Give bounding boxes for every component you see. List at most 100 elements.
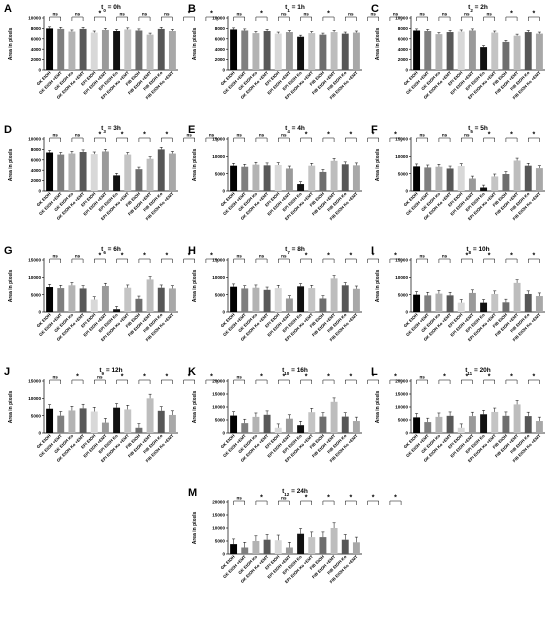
significance-label: * xyxy=(349,253,352,260)
significance-bracket xyxy=(183,258,195,263)
y-tick-label: 0 xyxy=(222,431,225,436)
bar xyxy=(491,293,499,312)
significance-bracket xyxy=(138,16,151,21)
bar xyxy=(101,286,109,312)
bar xyxy=(252,541,260,554)
significance-bracket xyxy=(389,500,402,505)
significance-label: * xyxy=(465,374,468,381)
bar xyxy=(457,302,465,312)
y-tick-label: 5000 xyxy=(31,413,42,418)
chart-title: t3 = 3h xyxy=(101,125,121,134)
bar xyxy=(241,30,249,70)
significance-bracket xyxy=(161,379,173,384)
bar xyxy=(263,289,271,312)
significance-bracket xyxy=(322,137,335,142)
significance-bracket xyxy=(345,379,357,384)
significance-bracket xyxy=(116,379,128,384)
significance-label: * xyxy=(210,374,213,381)
y-tick-label: 2000 xyxy=(31,57,42,62)
bar xyxy=(285,168,293,191)
significance-label: * xyxy=(349,374,352,381)
bar xyxy=(135,30,143,70)
significance-bracket xyxy=(183,16,195,21)
bar xyxy=(330,528,338,554)
bar xyxy=(413,417,421,433)
significance-label: * xyxy=(305,374,308,381)
significance-bracket xyxy=(367,258,379,263)
significance-bracket xyxy=(389,258,402,263)
panel-letter: K xyxy=(188,366,196,378)
significance-label: ns xyxy=(142,12,148,17)
panel-letter: H xyxy=(188,245,196,257)
significance-label: ns xyxy=(52,133,58,138)
bar xyxy=(241,166,249,191)
significance-bracket xyxy=(528,16,540,21)
significance-label: ns xyxy=(75,254,81,259)
bar xyxy=(57,154,65,191)
panel-letter: E xyxy=(188,124,195,136)
significance-bracket xyxy=(233,16,245,21)
y-tick-label: 5000 xyxy=(398,418,409,423)
y-tick-label: 10000 xyxy=(395,405,408,410)
significance-bracket xyxy=(233,137,245,142)
significance-label: * xyxy=(532,132,535,139)
bar xyxy=(319,298,327,312)
bar xyxy=(285,298,293,312)
significance-bracket xyxy=(49,137,61,142)
chart-title: t12 = 24h xyxy=(282,488,308,497)
significance-label: ns xyxy=(281,254,287,259)
bar xyxy=(79,152,87,191)
y-tick-label: 2000 xyxy=(215,57,226,62)
significance-bracket xyxy=(461,16,473,21)
bar xyxy=(446,32,454,70)
significance-bracket xyxy=(278,16,290,21)
significance-bracket xyxy=(300,137,312,142)
significance-label: ns xyxy=(464,12,470,17)
significance-label: * xyxy=(98,253,101,260)
significance-label: ns xyxy=(442,133,448,138)
significance-bracket xyxy=(205,16,218,21)
y-tick-label: 10000 xyxy=(28,137,41,142)
bar xyxy=(157,410,165,433)
significance-label: ns xyxy=(52,12,58,17)
significance-bracket xyxy=(438,137,451,142)
significance-label: * xyxy=(121,132,124,139)
bar xyxy=(297,184,305,191)
significance-bracket xyxy=(233,258,245,263)
bar xyxy=(513,404,521,433)
bar xyxy=(146,398,154,433)
significance-label: * xyxy=(327,11,330,18)
significance-label: * xyxy=(372,253,375,260)
y-axis-label: Area in pixels xyxy=(192,391,198,424)
y-tick-label: 10000 xyxy=(395,275,408,280)
y-axis-label: Area in pixels xyxy=(375,270,381,303)
bar xyxy=(297,533,305,554)
chart-title: t2 = 2h xyxy=(468,4,488,13)
significance-label: ns xyxy=(486,12,492,17)
significance-label: * xyxy=(510,253,513,260)
significance-bracket xyxy=(71,379,84,384)
y-tick-label: 0 xyxy=(38,68,41,73)
significance-label: * xyxy=(165,374,168,381)
bar xyxy=(308,33,316,70)
significance-bracket xyxy=(528,137,540,142)
y-tick-label: 0 xyxy=(222,552,225,557)
panel-letter: M xyxy=(188,487,197,499)
significance-label: * xyxy=(327,495,330,502)
significance-label: * xyxy=(510,11,513,18)
bar xyxy=(157,28,165,71)
significance-label: * xyxy=(349,495,352,502)
significance-bracket xyxy=(138,379,151,384)
significance-label: * xyxy=(165,253,168,260)
significance-bracket xyxy=(278,137,290,142)
panel-letter: I xyxy=(371,245,374,257)
significance-label: * xyxy=(121,253,124,260)
significance-bracket xyxy=(255,500,268,505)
y-tick-label: 10000 xyxy=(395,154,408,159)
bar xyxy=(330,32,338,70)
bar xyxy=(230,415,238,433)
significance-label: ns xyxy=(348,12,354,17)
significance-label: * xyxy=(260,374,263,381)
